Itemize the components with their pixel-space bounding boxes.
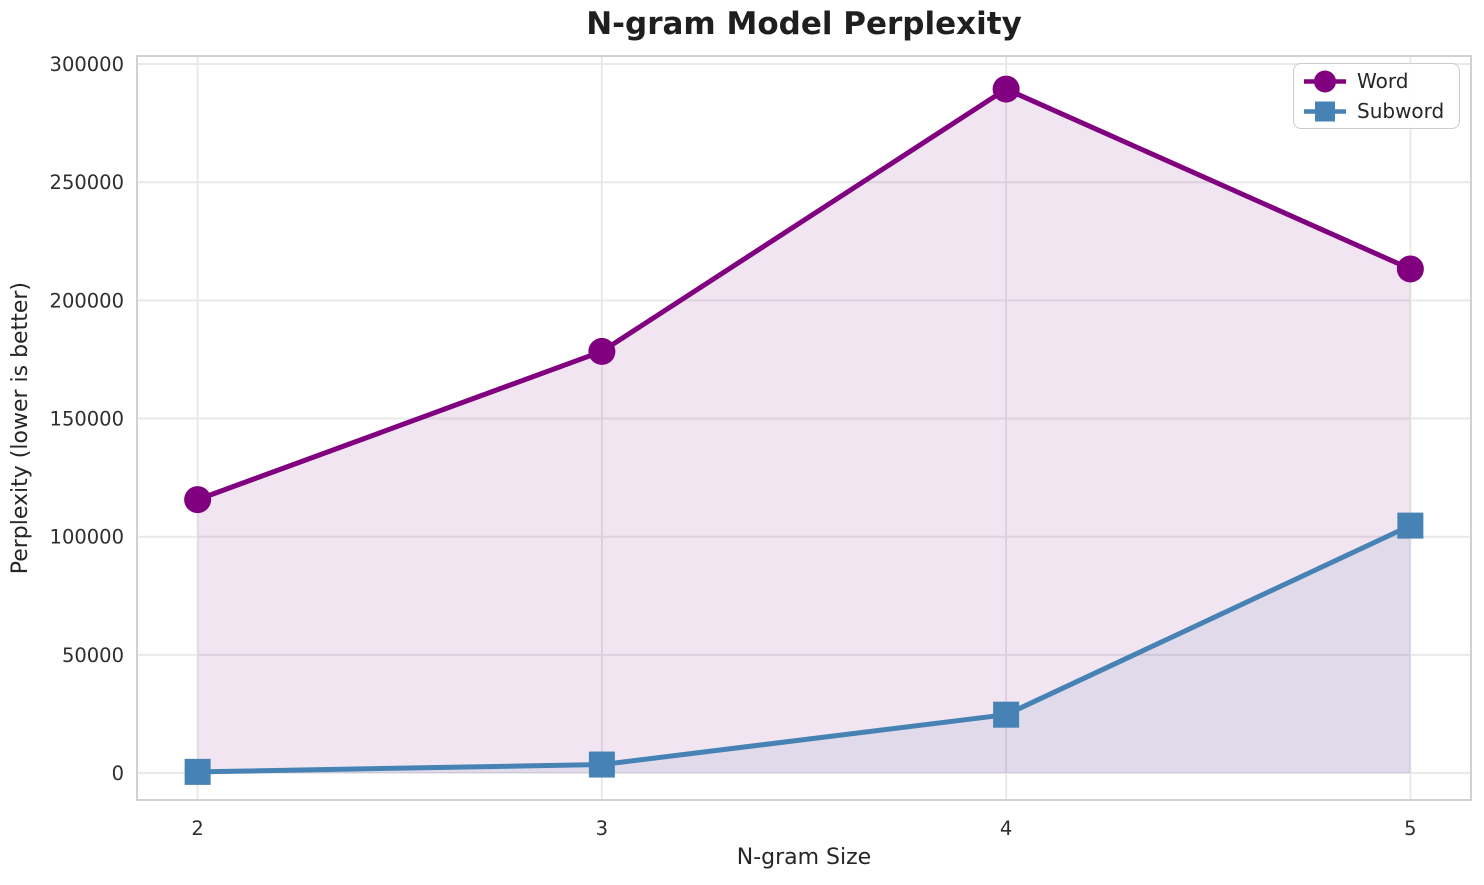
x-tick-label: 4: [1000, 817, 1012, 840]
legend-item-word: Word: [1302, 68, 1451, 95]
subword-data-point-marker: [184, 758, 211, 785]
y-tick-label: 50000: [62, 644, 124, 667]
word-data-point-marker: [1396, 255, 1424, 283]
y-tick-label: 100000: [50, 526, 124, 549]
word-series-line: [196, 86, 1412, 502]
legend-item-subword: Subword: [1302, 98, 1451, 125]
x-tick-label: 5: [1404, 817, 1416, 840]
legend-label-word: Word: [1357, 69, 1409, 93]
chart-title: N-gram Model Perplexity: [586, 6, 1022, 42]
subword-data-point-marker: [993, 701, 1020, 728]
y-tick-label: 0: [112, 762, 124, 785]
word-data-point-marker: [588, 337, 616, 365]
word-series-area: [197, 89, 1411, 774]
word-legend-circle-icon: [1314, 70, 1336, 92]
legend-label-subword: Subword: [1357, 99, 1445, 123]
word-data-point-marker: [184, 486, 212, 514]
y-tick-label: 300000: [50, 53, 124, 76]
word-line-circle-marker-icon: [1304, 70, 1346, 92]
legend: Word Subword: [1293, 63, 1460, 129]
x-axis-label: N-gram Size: [736, 845, 872, 870]
subword-data-point-marker: [588, 751, 615, 778]
subword-line-square-marker-icon: [1304, 101, 1346, 121]
axes-spines: [136, 55, 1472, 801]
y-tick-label: 150000: [50, 408, 124, 431]
subword-series-line: [197, 523, 1412, 775]
subword-data-point-marker: [1397, 512, 1424, 539]
y-tick-label: 250000: [50, 171, 124, 194]
x-tick-label: 2: [191, 817, 203, 840]
word-data-point-marker: [992, 75, 1020, 103]
x-tick-label: 3: [596, 817, 608, 840]
y-tick-label: 200000: [50, 289, 124, 312]
subword-legend-square-icon: [1315, 101, 1335, 121]
subword-series-area: [197, 525, 1411, 774]
